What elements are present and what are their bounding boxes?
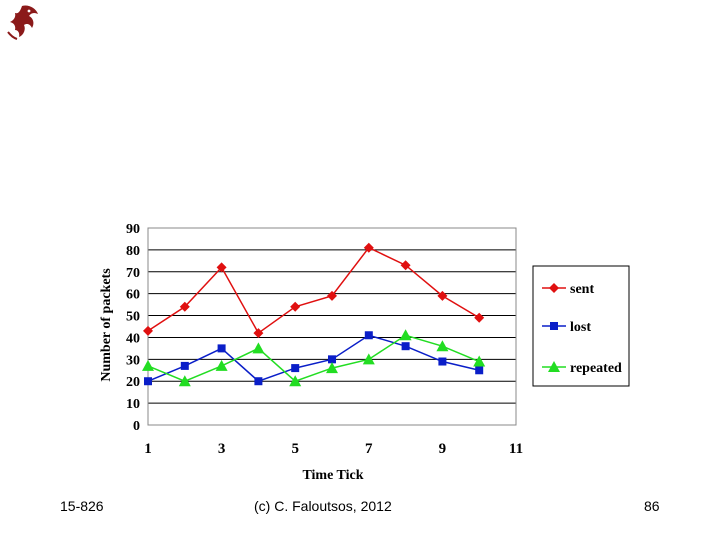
point-lost-1 <box>144 377 152 386</box>
point-repeated-3 <box>215 359 228 371</box>
y-tick-label-70: 70 <box>126 266 140 281</box>
point-sent-2 <box>179 301 190 312</box>
series-line-repeated <box>147 334 480 383</box>
x-tick-label-7: 7 <box>365 441 373 457</box>
plot-area-frame <box>147 227 517 426</box>
footer-page-number: 86 <box>644 498 660 514</box>
point-sent-7 <box>363 242 374 253</box>
point-repeated-7 <box>362 353 375 365</box>
legend-marker-lost <box>550 322 558 330</box>
point-lost-9 <box>438 357 447 366</box>
point-repeated-6 <box>326 362 338 374</box>
point-sent-1 <box>143 325 153 336</box>
point-sent-10 <box>474 312 485 323</box>
point-sent-8 <box>400 260 411 271</box>
point-lost-5 <box>291 364 300 373</box>
x-tick-label-3: 3 <box>218 441 226 457</box>
y-tick-label-30: 30 <box>126 353 140 368</box>
point-sent-6 <box>327 290 337 301</box>
point-lost-2 <box>180 361 189 370</box>
legend: sent lost repeated <box>532 265 630 387</box>
y-tick-label-10: 10 <box>126 397 140 412</box>
dragon-logo-icon <box>7 5 38 40</box>
legend-marker-repeated <box>548 361 560 372</box>
x-tick-label-11: 11 <box>509 441 523 457</box>
point-repeated-4 <box>252 342 265 354</box>
series-line-lost <box>147 334 480 383</box>
point-sent-4 <box>253 328 264 339</box>
y-tick-label-80: 80 <box>126 244 140 259</box>
series-line-sent <box>147 246 480 335</box>
point-repeated-2 <box>178 375 191 387</box>
point-lost-6 <box>328 355 336 364</box>
footer-copyright: (c) C. Faloutsos, 2012 <box>254 498 392 514</box>
point-lost-4 <box>254 377 263 386</box>
y-tick-label-50: 50 <box>126 310 140 325</box>
point-repeated-1 <box>142 359 154 371</box>
point-repeated-10 <box>473 355 486 367</box>
point-sent-5 <box>290 301 301 312</box>
x-tick-label-9: 9 <box>439 441 447 457</box>
footer-course: 15-826 <box>60 498 104 514</box>
y-tick-label-20: 20 <box>126 375 140 390</box>
legend-label-sent: sent <box>570 282 594 297</box>
point-lost-7 <box>364 331 373 340</box>
x-tick-label-1: 1 <box>144 441 152 457</box>
point-lost-3 <box>217 344 226 353</box>
legend-label-repeated: repeated <box>570 361 622 376</box>
point-lost-10 <box>475 366 484 375</box>
y-tick-label-90: 90 <box>126 222 140 237</box>
point-sent-3 <box>216 262 227 273</box>
y-tick-label-60: 60 <box>126 288 140 303</box>
x-axis-label: Time Tick <box>302 468 363 483</box>
point-sent-9 <box>437 290 448 301</box>
y-axis-label: Number of packets <box>99 268 114 382</box>
legend-label-lost: lost <box>570 320 591 335</box>
legend-marker-sent <box>549 283 559 293</box>
y-tick-label-40: 40 <box>126 331 140 346</box>
y-tick-label-0: 0 <box>133 419 140 434</box>
point-repeated-5 <box>289 375 302 387</box>
point-repeated-8 <box>399 329 412 341</box>
x-tick-label-5: 5 <box>291 441 299 457</box>
point-repeated-9 <box>436 340 449 352</box>
point-lost-8 <box>401 342 410 351</box>
